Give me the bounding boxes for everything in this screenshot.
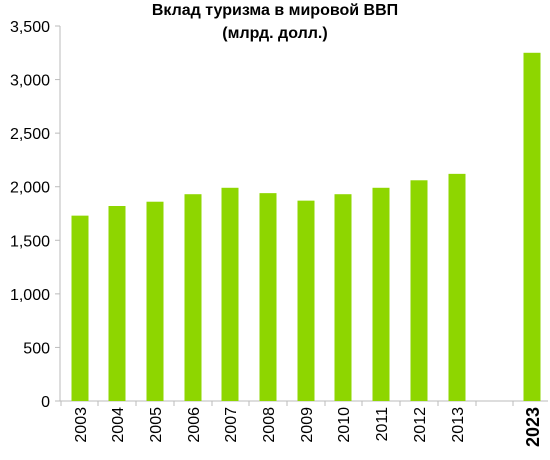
x-tick-label: 2004 bbox=[110, 407, 127, 443]
bar bbox=[221, 187, 239, 401]
x-tick-label: 2009 bbox=[299, 407, 316, 443]
chart-subtitle: (млрд. долл.) bbox=[222, 25, 328, 42]
bar bbox=[334, 194, 352, 401]
y-tick-label: 2,500 bbox=[10, 126, 50, 143]
y-tick-label: 3,500 bbox=[10, 19, 50, 36]
bar bbox=[448, 173, 466, 401]
bar bbox=[297, 200, 315, 401]
y-tick-label: 500 bbox=[23, 340, 50, 357]
x-tick-label: 2003 bbox=[73, 407, 90, 443]
x-tick-label: 2010 bbox=[336, 407, 353, 443]
bar bbox=[108, 206, 126, 401]
y-tick-label: 1,000 bbox=[10, 287, 50, 304]
bar bbox=[146, 201, 164, 401]
x-tick-label: 2006 bbox=[186, 407, 203, 443]
x-tick-label: 2013 bbox=[450, 407, 467, 443]
bar bbox=[410, 180, 428, 401]
y-tick-label: 0 bbox=[41, 394, 50, 411]
bar bbox=[71, 215, 89, 401]
bar bbox=[184, 194, 202, 401]
bar bbox=[372, 187, 390, 401]
x-tick-label: 2008 bbox=[261, 407, 278, 443]
bar bbox=[523, 52, 541, 402]
x-tick-label: 2011 bbox=[374, 407, 391, 442]
x-tick-label: 2012 bbox=[412, 407, 429, 443]
x-tick-label: 2005 bbox=[148, 407, 165, 443]
x-tick-label: 2007 bbox=[223, 407, 240, 443]
bar bbox=[259, 193, 277, 401]
y-tick-label: 1,500 bbox=[10, 233, 50, 250]
y-tick-label: 3,000 bbox=[10, 73, 50, 90]
x-tick-label: 2023 bbox=[523, 407, 543, 447]
y-tick-label: 2,000 bbox=[10, 180, 50, 197]
chart-title: Вклад туризма в мировой ВВП bbox=[151, 2, 399, 19]
